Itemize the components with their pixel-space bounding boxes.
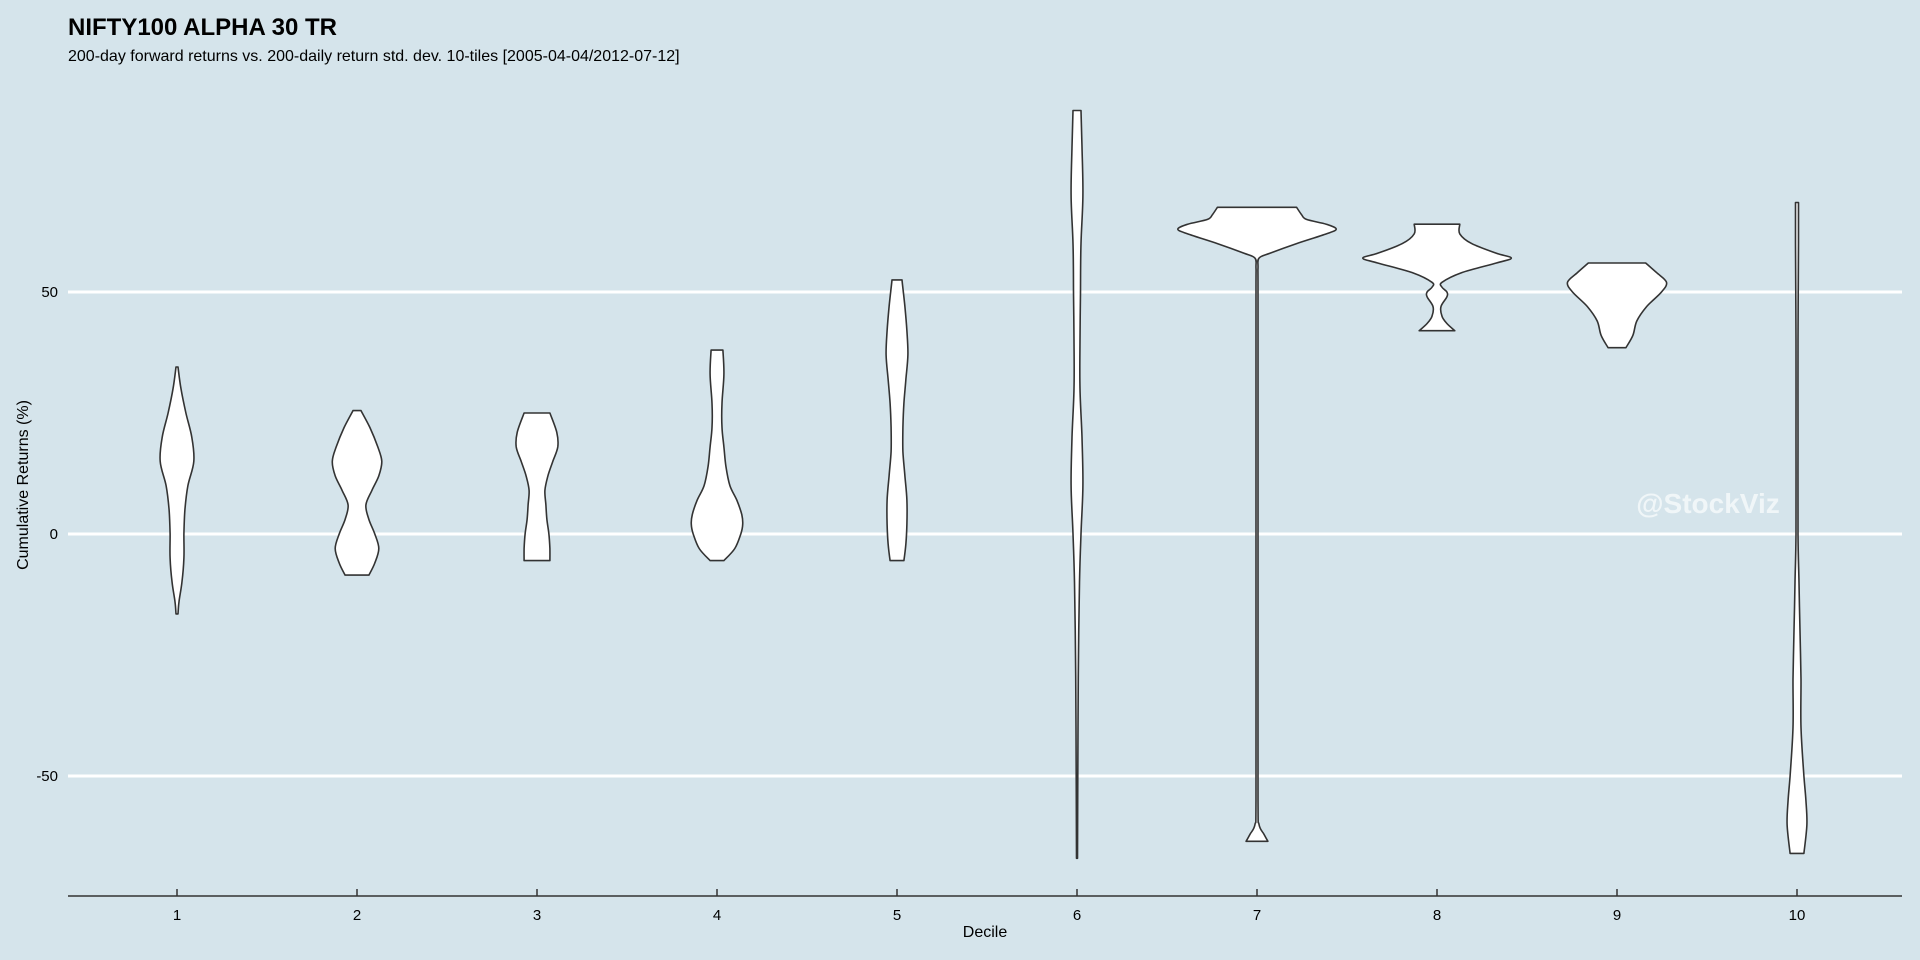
- violin-decile-10: [1786, 201, 1808, 855]
- y-axis-title: Cumulative Returns (%): [15, 400, 32, 570]
- chart-subtitle: 200-day forward returns vs. 200-daily re…: [68, 48, 680, 65]
- watermark-text: @StockViz: [1636, 488, 1780, 519]
- y-tick-label: 0: [50, 526, 58, 543]
- violin-decile-9: [1566, 262, 1668, 349]
- y-tick-label: -50: [36, 768, 58, 785]
- violin-decile-5: [885, 279, 909, 562]
- violin-decile-8: [1362, 223, 1513, 332]
- x-tick-label: 4: [713, 907, 721, 924]
- violin-decile-6: [1070, 109, 1084, 860]
- x-tick-label: 9: [1613, 907, 1621, 924]
- violin-decile-7: [1177, 206, 1337, 843]
- violins: [159, 109, 1808, 860]
- violin-decile-1: [159, 366, 195, 615]
- x-axis-title: Decile: [963, 924, 1008, 941]
- violin-decile-3: [515, 412, 559, 562]
- x-tick-label: 5: [893, 907, 901, 924]
- x-axis: 1 2 3 4 5 6 7 8 9 10: [68, 889, 1902, 924]
- violin-decile-4: [690, 349, 744, 562]
- x-tick-label: 7: [1253, 907, 1261, 924]
- x-tick-label: 10: [1789, 907, 1806, 924]
- chart-title: NIFTY100 ALPHA 30 TR: [68, 14, 337, 41]
- y-tick-label: 50: [41, 284, 58, 301]
- x-tick-label: 3: [533, 907, 541, 924]
- y-axis-ticks: -50 0 50: [36, 284, 58, 785]
- violin-decile-2: [331, 409, 383, 576]
- x-tick-label: 2: [353, 907, 361, 924]
- x-tick-label: 1: [173, 907, 181, 924]
- x-tick-label: 6: [1073, 907, 1081, 924]
- x-tick-label: 8: [1433, 907, 1441, 924]
